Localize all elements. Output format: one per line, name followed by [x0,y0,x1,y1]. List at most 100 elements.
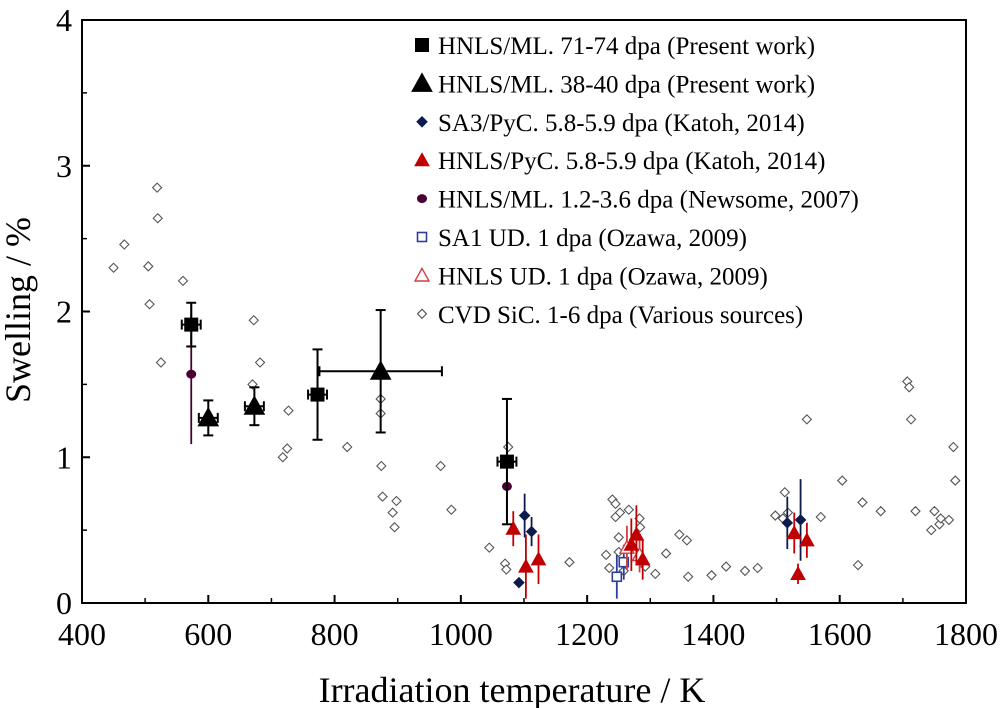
data-point [910,505,921,517]
data-point [836,475,848,486]
series-group [197,309,443,437]
data-point [518,558,534,573]
series-group [180,301,518,526]
data-point [197,406,220,427]
data-point [499,454,514,469]
legend-label: SA3/PyC. 5.8-5.9 dpa (Katoh, 2014) [438,110,805,137]
data-point [799,532,815,547]
data-point [650,568,661,580]
data-point [387,507,398,518]
data-point [530,551,547,566]
series-group [186,304,512,523]
data-point [151,182,163,193]
data-point [525,525,538,538]
y-tick-label: 2 [56,294,72,330]
y-tick-label: 4 [56,2,72,38]
legend-marker [413,266,431,282]
data-point [935,513,947,524]
data-point [790,565,806,580]
data-point [435,460,446,472]
data-point [903,382,915,393]
data-point [186,369,197,379]
data-point [501,564,512,575]
legend: HNLS/ML. 71-74 dpa (Present work) HNLS/ML… [411,33,859,329]
data-point [254,357,266,368]
data-point [483,542,495,553]
data-point [144,298,155,310]
data-point [603,562,615,574]
legend-marker [417,194,427,204]
legend-label: HNLS/PyC. 5.8-5.9 dpa (Katoh, 2014) [438,148,825,175]
data-point [628,526,645,541]
data-point [341,441,353,453]
data-point [925,524,937,536]
data-point [623,504,635,515]
data-point [502,441,514,453]
data-point [623,536,640,551]
legend-marker [415,38,429,52]
data-point [681,535,693,546]
data-point [611,571,623,583]
data-point [613,532,624,543]
data-point [852,559,864,571]
data-point [377,491,388,502]
data-point [184,317,199,332]
data-point [518,509,531,522]
x-tick-label: 1800 [934,616,998,652]
series-group [505,505,815,599]
legend-label: SA1 UD. 1 dpa (Ozawa, 2009) [438,225,747,252]
data-point [905,414,917,425]
x-axis-title: Irradiation temperature / K [319,670,706,708]
data-point [600,549,612,561]
data-point [391,495,402,507]
data-point [618,556,630,568]
plot-area [108,182,961,599]
legend-label: HNLS UD. 1 dpa (Ozawa, 2009) [438,263,768,290]
data-point [283,405,294,416]
data-point [779,486,791,498]
data-point [794,514,807,526]
y-tick-label: 3 [56,148,72,184]
data-point [815,511,827,523]
x-tick-label: 400 [58,616,106,652]
data-point [720,561,732,572]
legend-label: HNLS/ML. 38-40 dpa (Present work) [438,71,815,98]
data-point [929,505,940,517]
data-point [610,498,621,510]
axes: 400 600 800 1000 1200 1400 1600 1800 0 1 2 3 4 [56,2,998,652]
data-point [857,497,868,508]
x-tick-label: 1600 [808,616,872,652]
data-point [505,520,522,535]
data-point [155,357,167,368]
data-point [752,562,763,574]
data-point [243,395,266,415]
data-point [634,551,651,566]
x-tick-label: 800 [311,616,359,652]
data-point [564,556,575,568]
x-tick-label: 1400 [681,616,745,652]
data-point [660,548,672,559]
data-point [369,360,392,380]
data-point [513,576,525,589]
data-point [786,525,803,540]
data-point [674,529,685,540]
y-tick-label: 0 [56,585,72,621]
data-point [177,275,189,287]
data-point [119,239,130,250]
data-point [152,212,164,224]
x-tick-label: 600 [184,616,232,652]
legend-marker [416,308,428,320]
data-point [376,460,387,472]
legend-label: HNLS/ML. 1.2-3.6 dpa (Newsome, 2007) [438,187,859,214]
data-point [948,441,959,453]
series-group [108,182,961,583]
x-tick-label: 1200 [555,616,619,652]
y-tick-label: 1 [56,439,72,475]
data-point [801,414,813,425]
legend-marker [414,152,430,167]
data-point [875,505,887,517]
legend-marker [411,72,433,92]
legend-marker [416,231,428,243]
data-point [770,510,781,521]
